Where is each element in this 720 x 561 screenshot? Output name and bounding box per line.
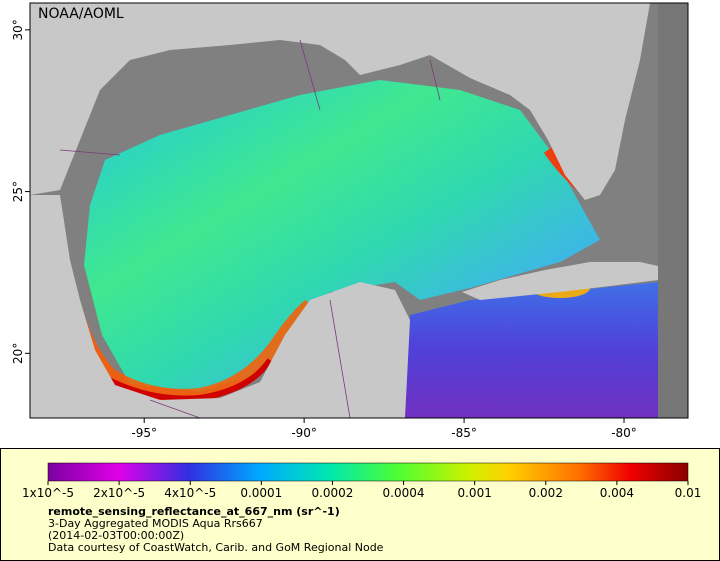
colorbar-label: 0.001	[457, 486, 491, 500]
x-tick-label: -85°	[451, 426, 477, 440]
x-tick-label: -90°	[291, 426, 317, 440]
cuba-land	[462, 262, 658, 300]
legend-line: (2014-02-03T00:00:00Z)	[48, 529, 184, 542]
mexico-land	[30, 195, 410, 418]
gulf-data	[84, 80, 600, 392]
legend-line: Data courtesy of CoastWatch, Carib. and …	[48, 541, 384, 554]
colorbar-label: 0.0001	[240, 486, 282, 500]
colorbar-label: 0.0002	[311, 486, 353, 500]
map	[30, 3, 688, 418]
x-tick-label: -95°	[131, 426, 157, 440]
credit: NOAA/AOML	[38, 6, 124, 22]
axis-ticks: -95° -90° -85° -80° 20° 25° 30°	[11, 19, 637, 440]
colorbar-label: 0.01	[675, 486, 702, 500]
y-tick-label: 25°	[11, 181, 25, 202]
colorbar-label: 0.0004	[383, 486, 425, 500]
borders	[59, 39, 441, 418]
map-frame	[29, 2, 689, 419]
colorbar	[47, 462, 689, 482]
colorbar-label: 2x10^-5	[93, 486, 145, 500]
colorbar-label: 1x10^-5	[22, 486, 74, 500]
caribbean-data	[400, 282, 658, 418]
y-tick-label: 30°	[11, 19, 25, 40]
nodata-strip	[658, 3, 688, 418]
colorbar-label: 4x10^-5	[164, 486, 216, 500]
y-tick-label: 20°	[11, 343, 25, 364]
colorbar-label: 0.002	[529, 486, 563, 500]
colorbar-label: 0.004	[600, 486, 634, 500]
variable-name: remote_sensing_reflectance_at_667_nm (sr…	[48, 505, 340, 518]
us-land	[30, 3, 650, 200]
x-tick-label: -80°	[611, 426, 637, 440]
legend-line: 3-Day Aggregated MODIS Aqua Rrs667	[48, 517, 263, 530]
coastal-peak	[103, 358, 273, 402]
colorbar-ticks: 1x10^-5 2x10^-5 4x10^-5 0.0001 0.0002 0.0004 0…	[22, 481, 701, 500]
